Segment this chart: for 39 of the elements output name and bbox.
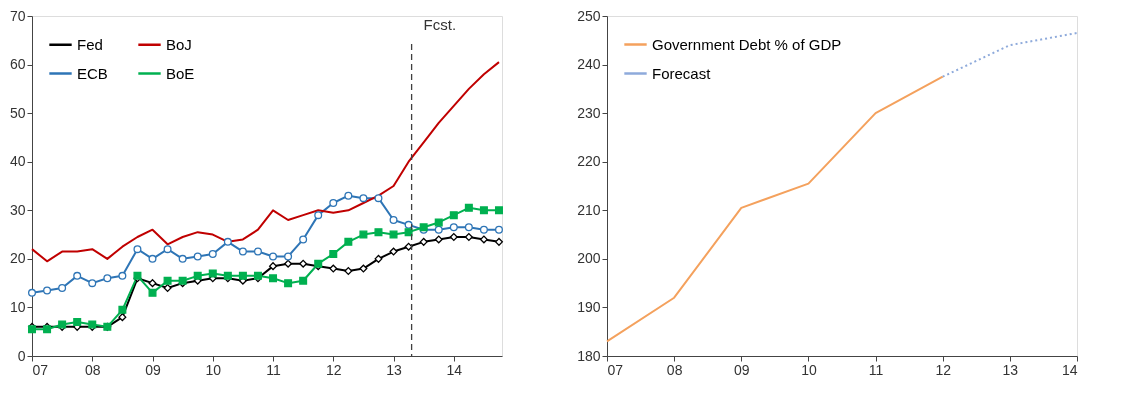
y-tick-label: 30 (9, 201, 26, 218)
y-tick-label: 250 (577, 7, 601, 24)
ref-line-label: Fcst. (423, 16, 457, 33)
y-tick-label: 70 (9, 7, 26, 24)
x-tick-label: 10 (801, 361, 817, 378)
legend-label: Fed (77, 35, 103, 53)
legend-label: Forecast (652, 64, 712, 82)
x-tick-label: 09 (145, 361, 162, 378)
x-tick-label: 13 (1002, 361, 1019, 378)
y-tick-label: 10 (9, 298, 26, 315)
x-tick-label: 09 (734, 361, 750, 378)
legend-label: BoE (166, 64, 195, 82)
y-tick-label: 240 (577, 56, 601, 73)
y-tick-label: 190 (577, 298, 601, 315)
x-tick-label: 07 (607, 361, 624, 378)
x-tick-label: 11 (266, 361, 281, 378)
x-tick-label: 10 (205, 361, 222, 378)
x-tick-label: 14 (1061, 361, 1078, 378)
y-tick-label: 50 (9, 104, 26, 121)
x-tick-label: 14 (446, 361, 463, 378)
y-tick-label: 210 (577, 201, 601, 218)
x-tick-label: 11 (868, 361, 884, 378)
y-tick-label: 230 (577, 104, 601, 121)
y-tick-label: 220 (577, 153, 601, 170)
x-tick-label: 08 (84, 361, 101, 378)
legend-label: Government Debt % of GDP (652, 35, 842, 53)
x-tick-label: 07 (32, 361, 49, 378)
y-tick-label: 60 (9, 56, 26, 73)
legend-label: BoJ (166, 35, 192, 53)
y-tick-label: 180 (577, 347, 601, 364)
x-tick-label: 12 (325, 361, 342, 378)
legend-label: ECB (77, 64, 108, 82)
y-tick-label: 200 (577, 250, 601, 267)
x-tick-label: 12 (935, 361, 952, 378)
y-tick-label: 20 (9, 250, 26, 267)
x-tick-label: 08 (666, 361, 683, 378)
y-tick-label: 40 (9, 153, 26, 170)
x-tick-label: 13 (386, 361, 403, 378)
y-tick-label: 0 (17, 347, 26, 364)
